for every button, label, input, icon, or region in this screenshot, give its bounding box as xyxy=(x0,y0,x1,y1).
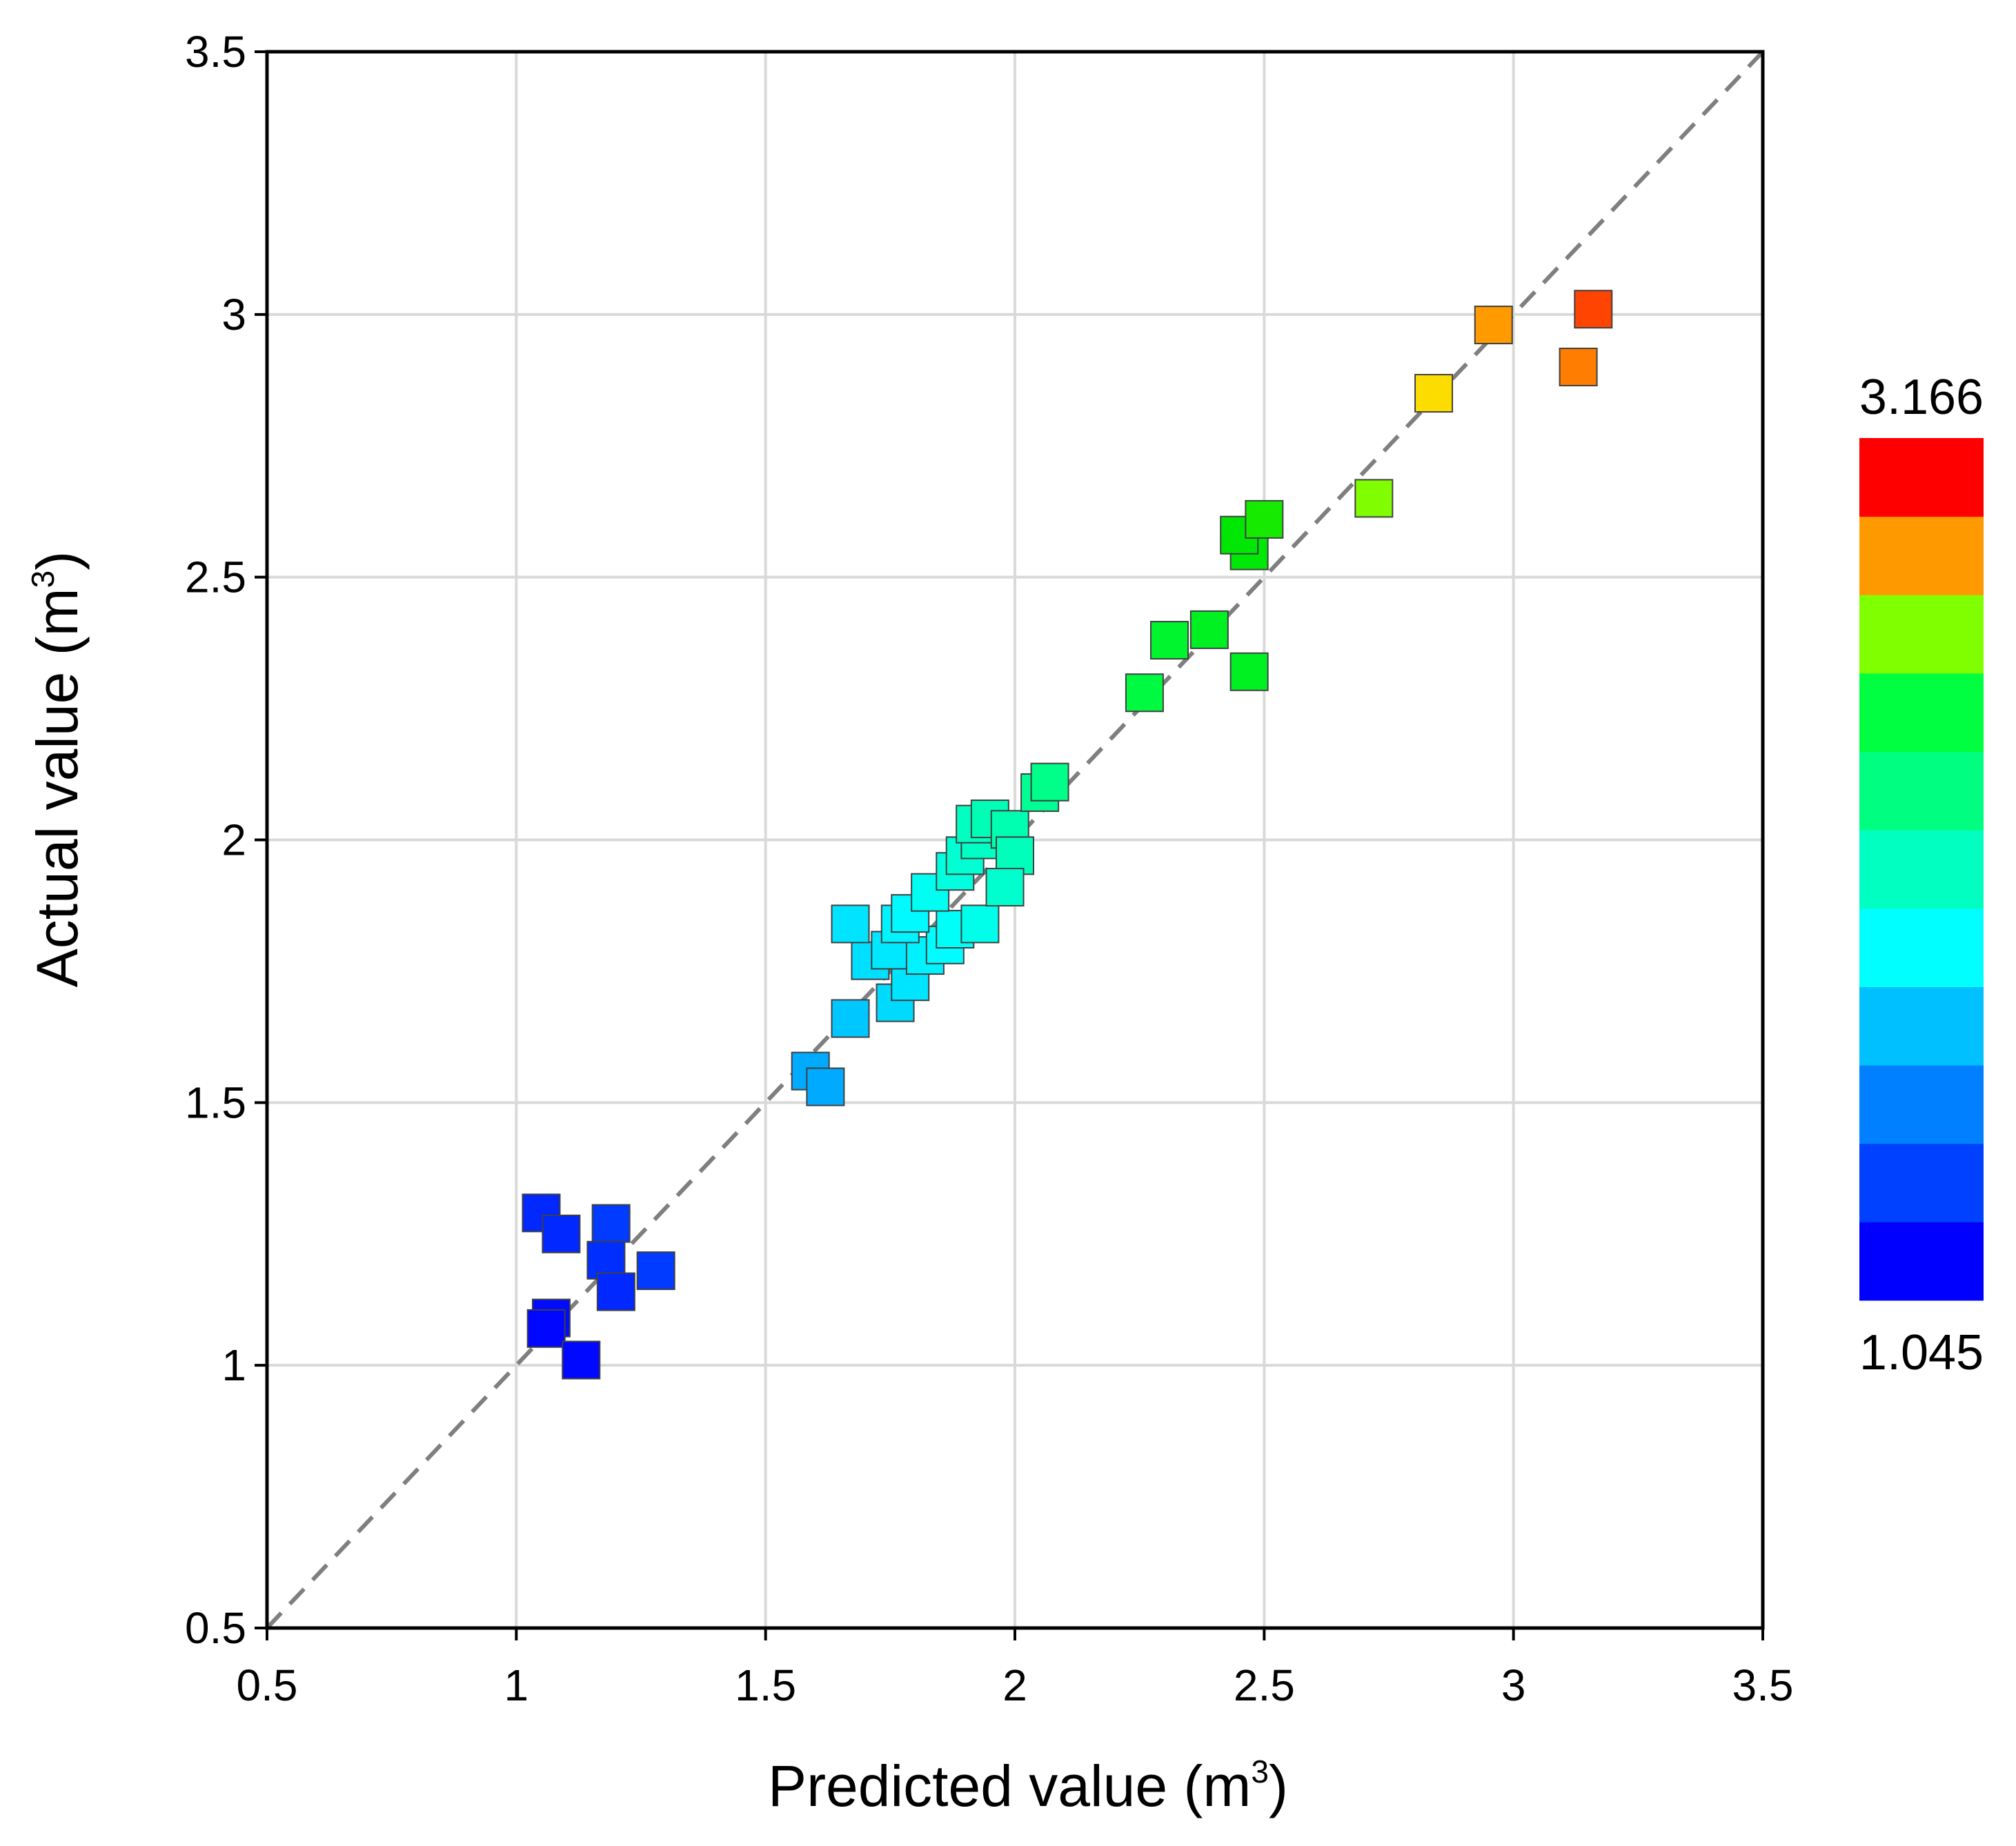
colorbar-band-5 xyxy=(1859,830,1984,909)
colorbar xyxy=(1859,438,1984,1301)
data-point-7 xyxy=(526,1309,566,1348)
data-point-35 xyxy=(1150,621,1189,660)
y-tick-label-1: 1 xyxy=(221,1340,246,1390)
y-axis-ticks: 0.5 1 1.5 2 2.5 3 3.5 xyxy=(185,27,267,1653)
colorbar-max-label: 3.166 xyxy=(1859,370,1984,425)
data-point-10 xyxy=(806,1067,845,1106)
colorbar-band-8 xyxy=(1859,595,1984,674)
data-point-37 xyxy=(1229,652,1269,691)
x-tick-label-4: 2.5 xyxy=(1234,1660,1295,1710)
colorbar-band-6 xyxy=(1859,751,1984,831)
x-tick-label-5: 3 xyxy=(1501,1660,1526,1710)
data-point-36 xyxy=(1189,610,1229,649)
data-point-45 xyxy=(1574,290,1613,329)
y-tick-label-6: 3.5 xyxy=(185,27,246,77)
x-tick-label-6: 3.5 xyxy=(1732,1660,1794,1710)
data-point-40 xyxy=(1245,499,1284,539)
x-tick-label-0: 0.5 xyxy=(237,1660,298,1710)
colorbar-band-2 xyxy=(1859,1065,1984,1144)
data-point-5 xyxy=(636,1251,675,1291)
x-tick-label-3: 2 xyxy=(1002,1660,1027,1710)
data-points xyxy=(522,290,1613,1380)
data-point-20 xyxy=(831,904,870,944)
colorbar-band-4 xyxy=(1859,908,1984,987)
data-point-42 xyxy=(1414,374,1454,413)
data-point-33 xyxy=(1030,762,1069,802)
data-point-34 xyxy=(1125,673,1164,713)
data-point-31 xyxy=(985,868,1025,907)
y-tick-label-5: 3 xyxy=(221,290,246,339)
data-point-1 xyxy=(542,1214,581,1253)
y-tick-label-0: 0.5 xyxy=(185,1603,246,1653)
y-tick-label-3: 2 xyxy=(221,815,246,865)
data-point-11 xyxy=(831,999,870,1038)
data-point-43 xyxy=(1474,306,1513,345)
y-tick-label-2: 1.5 xyxy=(185,1078,246,1127)
colorbar-band-7 xyxy=(1859,673,1984,753)
colorbar-min-label: 1.045 xyxy=(1859,1325,1984,1380)
colorbar-band-0 xyxy=(1859,1222,1984,1301)
data-point-2 xyxy=(591,1204,631,1243)
x-tick-label-2: 1.5 xyxy=(735,1660,796,1710)
data-point-4 xyxy=(596,1272,635,1311)
y-tick-label-4: 2.5 xyxy=(185,553,246,602)
data-point-44 xyxy=(1559,348,1598,386)
colorbar-band-10 xyxy=(1859,438,1984,517)
x-axis-title: Predicted value (m3) xyxy=(768,1754,1288,1818)
colorbar-band-3 xyxy=(1859,986,1984,1066)
y-axis-title: Actual value (m3) xyxy=(25,551,90,987)
data-point-8 xyxy=(562,1340,601,1380)
data-point-41 xyxy=(1354,479,1394,518)
colorbar-band-9 xyxy=(1859,516,1984,595)
colorbar-band-1 xyxy=(1859,1143,1984,1222)
x-axis-ticks: 0.5 1 1.5 2 2.5 3 3.5 xyxy=(237,1628,1794,1710)
data-point-19 xyxy=(960,904,1000,944)
x-tick-label-1: 1 xyxy=(504,1660,529,1710)
